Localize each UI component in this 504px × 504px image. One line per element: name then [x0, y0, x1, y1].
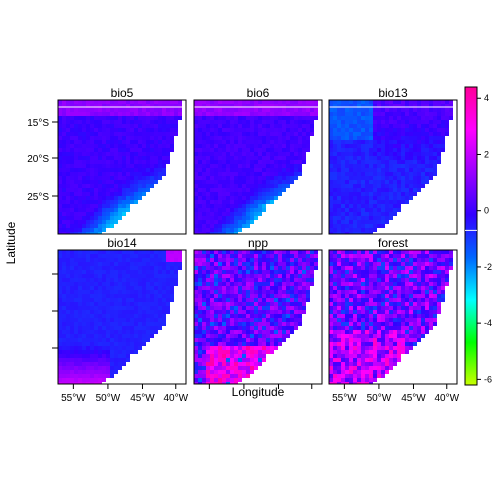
- panel-title-bio6: bio6: [247, 86, 270, 100]
- raster-npp: [194, 250, 318, 384]
- colorbar-tick-label: 4: [484, 93, 489, 103]
- panel-bio5: bio5: [57, 86, 187, 235]
- raster-bio6: [194, 100, 318, 234]
- raster-forest: [329, 250, 453, 384]
- colorbar-tick-label: 2: [484, 149, 489, 159]
- x-tick-label: 40°W: [434, 393, 459, 404]
- panel-title-npp: npp: [248, 236, 268, 250]
- panel-frame-bio5: [57, 99, 187, 235]
- panel-bio14: bio14: [57, 236, 187, 385]
- raster-bio13: [329, 100, 453, 234]
- x-tick-label: 50°W: [96, 393, 121, 404]
- x-tick-label: 55°W: [61, 393, 86, 404]
- y-axis-label: Latitude: [4, 221, 18, 264]
- axes-group: 15°S 20°S 25°S 55°W 50°W 45°W 40°W 55°W 50°W 45°W…: [27, 118, 459, 404]
- raster-bio14: [58, 250, 182, 384]
- panel-frame-npp: [193, 249, 323, 385]
- y-tick-label: 25°S: [27, 192, 49, 203]
- panel-frame-bio6: [193, 99, 323, 235]
- x-tick-label: 45°W: [401, 393, 426, 404]
- colorbar-tick-label: -6: [484, 374, 492, 384]
- x-tick-label: 45°W: [130, 393, 155, 404]
- panel-bio6: bio6: [193, 86, 323, 235]
- colorbar-tick-label: -2: [484, 262, 492, 272]
- panel-bio13: bio13: [328, 86, 458, 235]
- x-axis-label: Longitude: [232, 385, 285, 399]
- x-tick-label: 50°W: [367, 393, 392, 404]
- panel-title-bio13: bio13: [378, 86, 408, 100]
- panel-frame-bio14: [57, 249, 187, 385]
- raster-bio5: [58, 100, 182, 234]
- colorbar-tick-label: 0: [484, 206, 489, 216]
- colorbar: 4 2 0 -2 -4 -6: [464, 86, 492, 386]
- x-tick-label: 55°W: [332, 393, 357, 404]
- y-tick-label: 15°S: [27, 118, 49, 129]
- panel-forest: forest: [328, 236, 458, 385]
- panel-title-bio5: bio5: [111, 86, 134, 100]
- panel-frame-forest: [328, 249, 458, 385]
- colorbar-gradient: [464, 86, 478, 386]
- y-tick-label: 20°S: [27, 154, 49, 165]
- panel-title-forest: forest: [378, 236, 409, 250]
- colorbar-tick-label: -4: [484, 318, 492, 328]
- panel-frame-bio13: [328, 99, 458, 235]
- x-tick-label: 40°W: [163, 393, 188, 404]
- panel-npp: npp: [193, 236, 323, 385]
- panels-group: bio5 bio6 bio13 bio14 npp forest: [57, 86, 458, 385]
- panel-title-bio14: bio14: [107, 236, 137, 250]
